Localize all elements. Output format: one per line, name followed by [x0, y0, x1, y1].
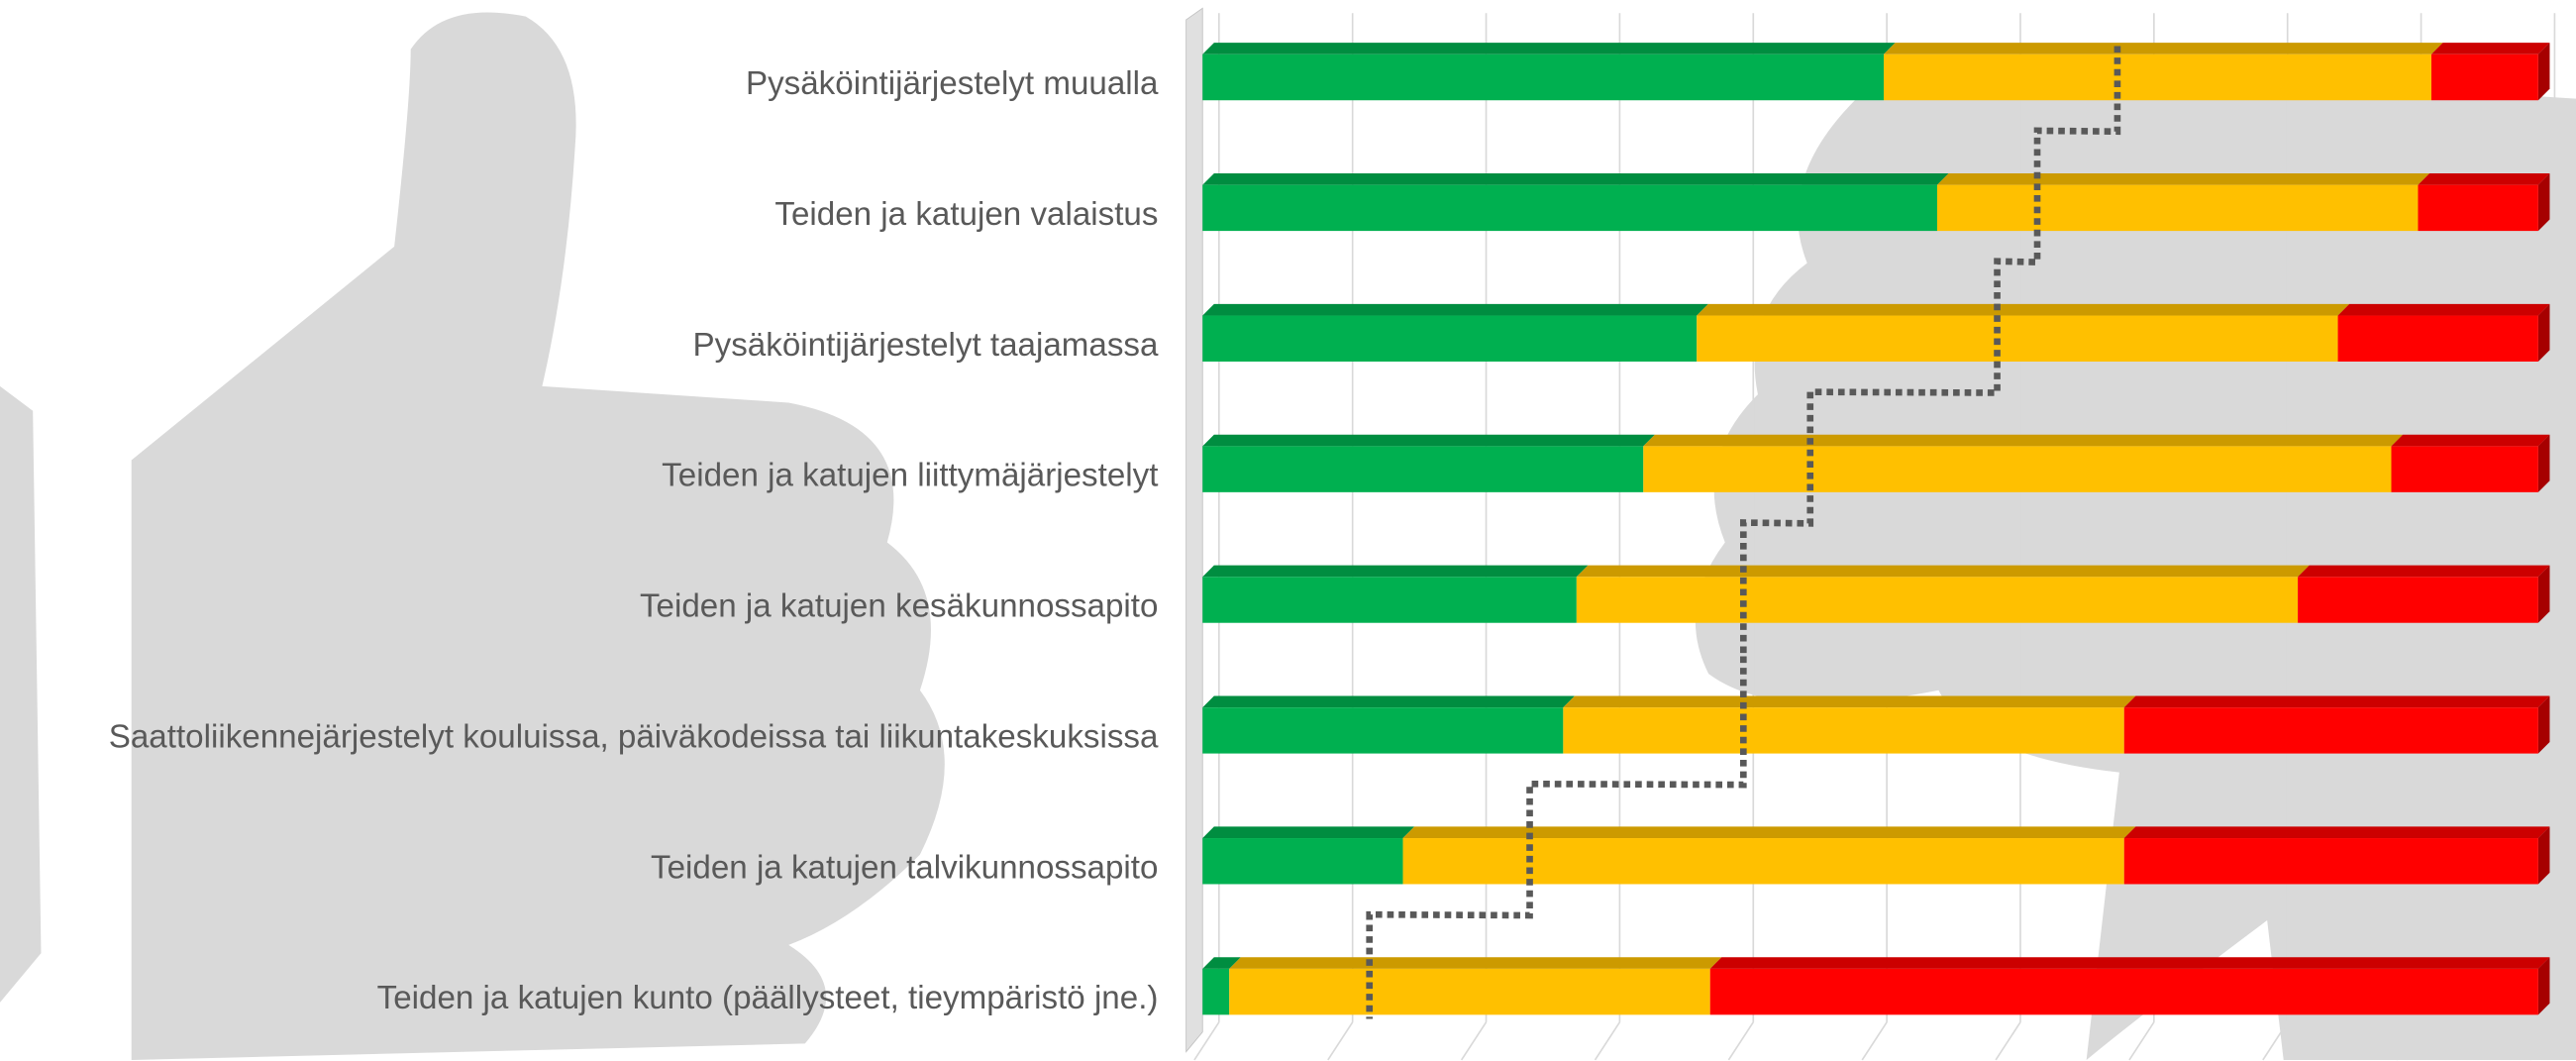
bars	[1202, 43, 2550, 1015]
bar-segment	[1202, 968, 1230, 1015]
bar-side	[2537, 695, 2550, 754]
bar-segment	[2123, 838, 2538, 885]
bar-segment	[2391, 446, 2538, 492]
bar-segment	[1709, 968, 2538, 1015]
bar-segment	[2123, 707, 2538, 754]
bar-segment	[1202, 315, 1698, 362]
bar-top	[1202, 173, 1949, 185]
bar-side	[2537, 957, 2550, 1015]
bar-segment	[1576, 577, 2299, 623]
bar-top	[2418, 173, 2550, 185]
bar-segment	[1936, 184, 2419, 232]
bar-top	[1576, 565, 2310, 578]
floor-line	[1727, 1021, 1754, 1061]
floor-line	[1861, 1021, 1888, 1061]
bar-top	[2123, 695, 2550, 708]
floor-line	[1594, 1021, 1621, 1061]
floor-line	[1193, 1021, 1220, 1061]
bar-segment	[1402, 838, 2124, 885]
bar-top	[1202, 957, 1241, 969]
bar-top	[1202, 43, 1896, 54]
category-label: Saattoliikennejärjestelyt kouluissa, päi…	[109, 718, 1159, 755]
bar-side	[2537, 434, 2550, 492]
category-label: Teiden ja katujen kesäkunnossapito	[640, 588, 1158, 625]
bar-segment	[1884, 53, 2431, 101]
floor-line	[1327, 1021, 1354, 1061]
bar-top	[1202, 695, 1575, 708]
bar-top	[1202, 565, 1589, 578]
bar-top	[2123, 826, 2550, 839]
bar-top	[2430, 43, 2550, 54]
bar-segment	[1202, 577, 1577, 623]
floor-line	[2262, 1021, 2289, 1061]
step-line	[1366, 46, 2121, 1019]
bar-segment	[1643, 446, 2392, 492]
bar-top	[1563, 695, 2136, 708]
bar-segment	[2418, 184, 2538, 232]
bar-segment	[1563, 707, 2124, 754]
category-labels: Pysäköintijärjestelyt muualla Teiden ja k…	[109, 65, 1159, 1016]
bar-top	[1697, 303, 2350, 316]
bar-top	[2391, 434, 2550, 447]
bar-top	[2298, 565, 2550, 578]
floor-line	[2395, 1021, 2422, 1061]
bar-segment	[1697, 315, 2338, 362]
bar-top	[1229, 957, 1722, 969]
background-thumbs	[0, 12, 2576, 1060]
floor-line	[1995, 1021, 2021, 1061]
bar-top	[1202, 826, 1415, 839]
category-label: Pysäköintijärjestelyt taajamassa	[693, 327, 1159, 364]
bar-top	[1709, 957, 2550, 969]
bar-segment	[2430, 53, 2538, 101]
bar-segment	[1202, 707, 1564, 754]
bar-side	[2537, 173, 2550, 232]
category-label: Teiden ja katujen talvikunnossapito	[651, 849, 1158, 886]
floor-line	[2128, 1021, 2155, 1061]
bar-side	[2537, 43, 2550, 101]
bar-segment	[2337, 315, 2538, 362]
floor-line	[2528, 1021, 2556, 1061]
bar-top	[1202, 434, 1655, 447]
bar-top	[1884, 43, 2443, 54]
bar-segment	[1202, 53, 1885, 101]
bar-side	[2537, 565, 2550, 623]
line-layer	[1366, 46, 2121, 1019]
left-wall	[1185, 7, 1203, 1053]
floor-line	[1460, 1021, 1488, 1061]
bar-top	[1643, 434, 2404, 447]
bar-top	[1402, 826, 2136, 839]
bar-top	[1202, 303, 1708, 316]
bar-top	[1936, 173, 2430, 185]
category-label: Pysäköintijärjestelyt muualla	[746, 65, 1159, 102]
bar-side	[2537, 826, 2550, 885]
bar-top	[2337, 303, 2550, 316]
category-label: Teiden ja katujen valaistus	[774, 196, 1158, 233]
category-label: Teiden ja katujen liittymäjärjestelyt	[662, 458, 1158, 494]
bar-segment	[1202, 184, 1937, 232]
bar-segment	[1229, 968, 1710, 1015]
bar-segment	[1202, 838, 1403, 885]
bar-side	[2537, 303, 2550, 362]
category-label: Teiden ja katujen kunto (päällysteet, ti…	[377, 980, 1159, 1016]
bar-segment	[1202, 446, 1644, 492]
bar-segment	[2298, 577, 2538, 623]
